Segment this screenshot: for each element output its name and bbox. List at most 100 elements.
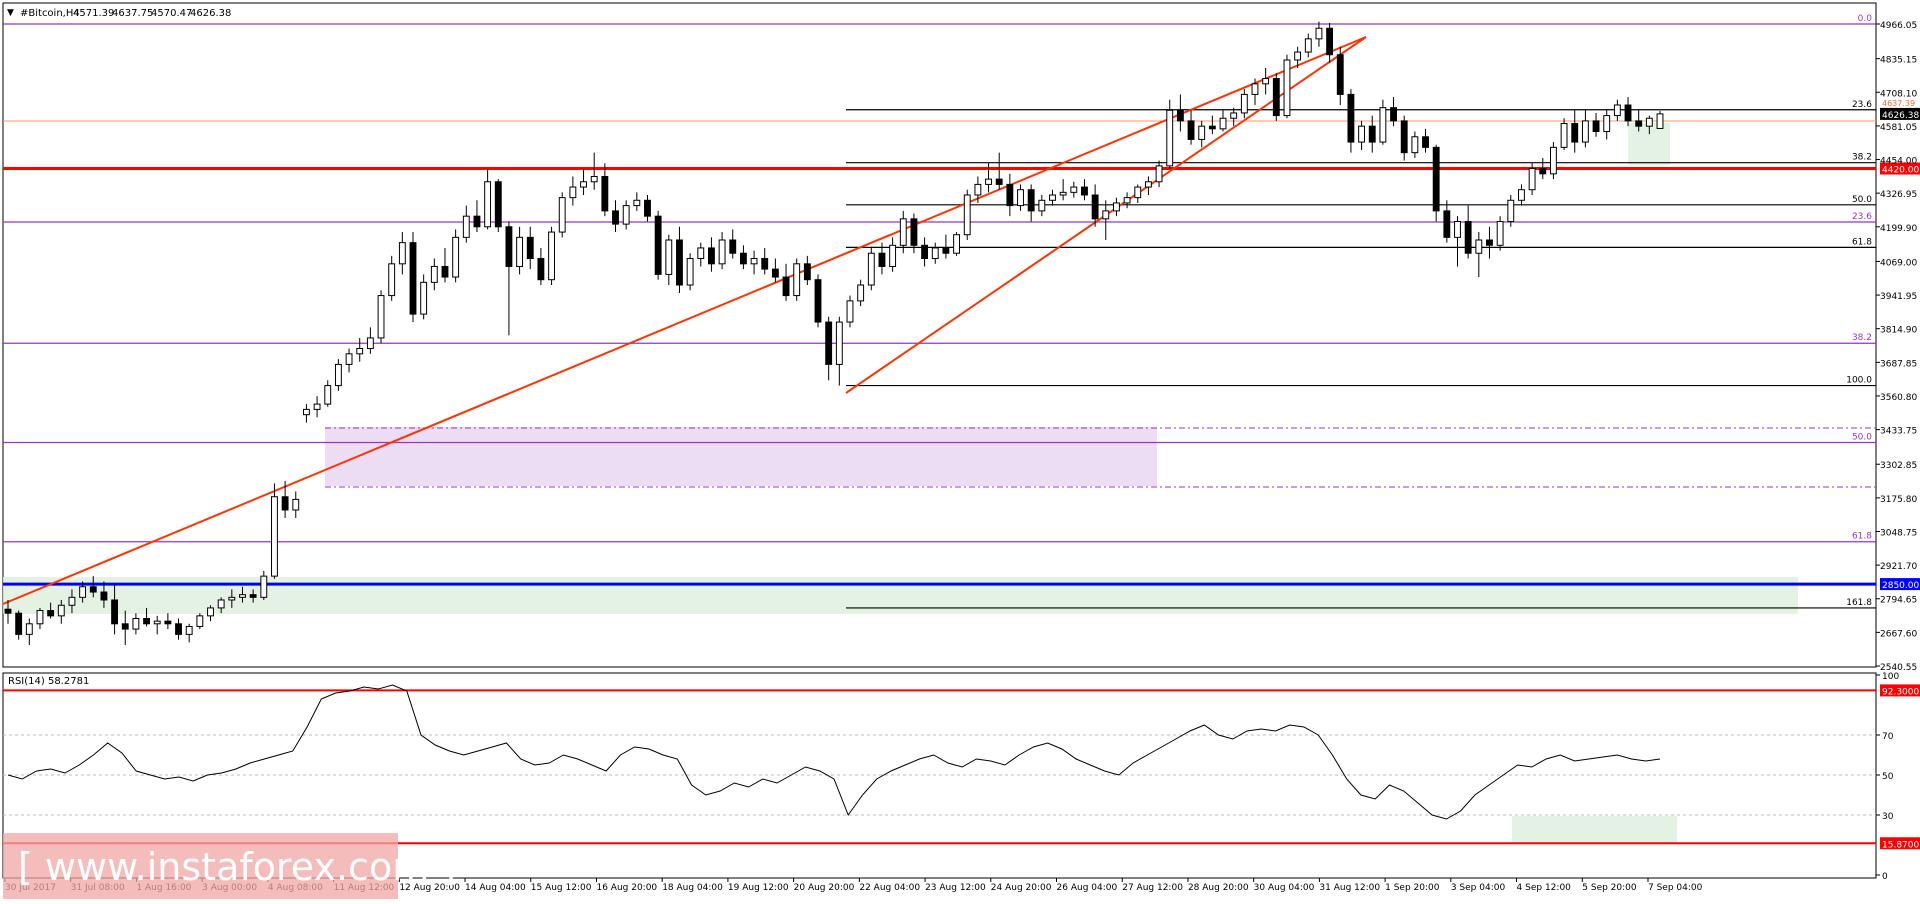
current-price-tag: [1880, 107, 1920, 120]
candle-bull: [665, 239, 673, 275]
candle-bull: [1454, 220, 1461, 238]
fib-short-label: 50.0: [1852, 195, 1872, 205]
candle-bear: [1368, 125, 1376, 143]
time-tick-label: 4 Sep 12:00: [1517, 883, 1572, 893]
candle-bull: [196, 615, 204, 627]
candle-bear: [910, 218, 918, 246]
time-tick-label: 26 Aug 04:00: [1057, 883, 1118, 893]
time-tick-label: 14 Aug 04:00: [465, 883, 526, 893]
candle-bear: [1592, 120, 1600, 132]
candle-bear: [1272, 78, 1280, 117]
price-tick-label: 2921.70: [1880, 562, 1917, 572]
ohlc-low: 4570.47: [151, 8, 192, 19]
fib-long-label: 23.6: [1852, 212, 1872, 222]
price-tick-label: 3302.85: [1880, 461, 1917, 471]
candle-bull: [1262, 78, 1270, 85]
candle-bear: [1390, 107, 1397, 122]
candle-bull: [356, 348, 364, 355]
candle-bull: [622, 205, 630, 225]
time-tick-label: 22 Aug 04:00: [859, 883, 920, 893]
candle-bear: [761, 258, 769, 270]
candle-bull: [57, 604, 65, 617]
price-tick-label: 4581.05: [1880, 123, 1917, 133]
time-tick-label: 23 Aug 12:00: [925, 883, 986, 893]
current-price-value: 4626.38: [1882, 111, 1919, 121]
candle-bull: [558, 197, 566, 233]
time-tick-label: 19 Aug 12:00: [728, 883, 789, 893]
candle-bull: [1038, 199, 1046, 212]
candle-bear: [1176, 109, 1184, 122]
fib-long-label: 0.0: [1858, 14, 1873, 24]
candle-bull: [1475, 239, 1483, 254]
candle-bull: [1251, 83, 1259, 95]
candle-bull: [228, 596, 236, 601]
price-tick-label: 2794.65: [1880, 596, 1917, 606]
candle-bull: [953, 234, 960, 254]
candle-bear: [803, 263, 811, 281]
fib-short-label: 161.8: [1846, 598, 1872, 608]
candle-bull: [516, 236, 524, 267]
candle-bull: [462, 215, 470, 238]
candle-bear: [654, 215, 662, 275]
candle-bear: [111, 599, 119, 625]
candle-bull: [302, 408, 310, 416]
rsi-layer: [3, 684, 1876, 845]
candle-bull: [271, 496, 278, 577]
candle-bear: [708, 247, 715, 265]
candle-bull: [79, 586, 87, 598]
candle-bear: [1464, 220, 1472, 254]
watermark-text: [ www.instaforex.com ]: [18, 845, 456, 889]
candle-bear: [4, 608, 12, 614]
candle-bear: [441, 265, 449, 278]
rsi-title: RSI(14) 58.2781: [8, 676, 89, 687]
candle-bear: [121, 623, 129, 630]
ohlc-high: 4637.75: [112, 8, 153, 19]
candle-bull: [931, 247, 939, 260]
candle-bull: [1294, 51, 1302, 61]
candle-bull: [313, 403, 321, 410]
candle-bull: [1059, 191, 1067, 196]
candle-bear: [505, 226, 513, 267]
candle-bull: [1603, 115, 1611, 132]
candle-bear: [1422, 136, 1429, 148]
time-tick-label: 5 Sep 20:00: [1582, 883, 1637, 893]
candle-bull: [1379, 107, 1387, 143]
candle-bull: [398, 242, 406, 265]
rsi-tick-label: 30: [1882, 812, 1894, 822]
time-tick-label: 20 Aug 20:00: [794, 883, 855, 893]
candle-bull: [867, 252, 875, 286]
candle-bear: [47, 610, 55, 617]
candle-bear: [15, 612, 23, 635]
candle-bull: [697, 247, 705, 260]
candle-bear: [995, 178, 1003, 185]
candle-bear: [1347, 93, 1355, 143]
candle-bear: [942, 247, 950, 254]
candle-bull: [420, 281, 428, 315]
candle-bear: [89, 586, 97, 593]
candle-bull: [324, 385, 332, 405]
candle-bull: [36, 610, 44, 625]
candle-bear: [921, 244, 929, 260]
price-tick-label: 4326.95: [1880, 190, 1917, 200]
rsi-series-line: [7, 684, 1661, 820]
candle-bear: [878, 252, 886, 267]
candle-bull: [334, 363, 342, 387]
candle-bear: [1635, 120, 1643, 127]
candle-bear: [612, 210, 619, 225]
ohlc-open: 4571.39: [73, 8, 114, 19]
candle-bull: [1613, 104, 1621, 117]
fib-long-label: 50.0: [1852, 432, 1872, 442]
candle-bull: [1581, 120, 1589, 143]
candle-bear: [1187, 120, 1195, 140]
candle-bear: [739, 252, 747, 265]
price-tick-label: 3941.95: [1880, 292, 1917, 302]
rsi-level-tag: [1880, 837, 1920, 850]
chart-menu-icon[interactable]: ▼: [7, 8, 14, 18]
fib-long-label: 38.2: [1852, 333, 1872, 343]
price-tick-label: 4835.15: [1880, 56, 1917, 66]
candle-bear: [1486, 239, 1493, 246]
candle-bull: [985, 178, 992, 185]
candle-bull: [1507, 199, 1515, 222]
candle-bull: [1113, 202, 1120, 212]
time-tick-label: 3 Sep 04:00: [1451, 883, 1506, 893]
